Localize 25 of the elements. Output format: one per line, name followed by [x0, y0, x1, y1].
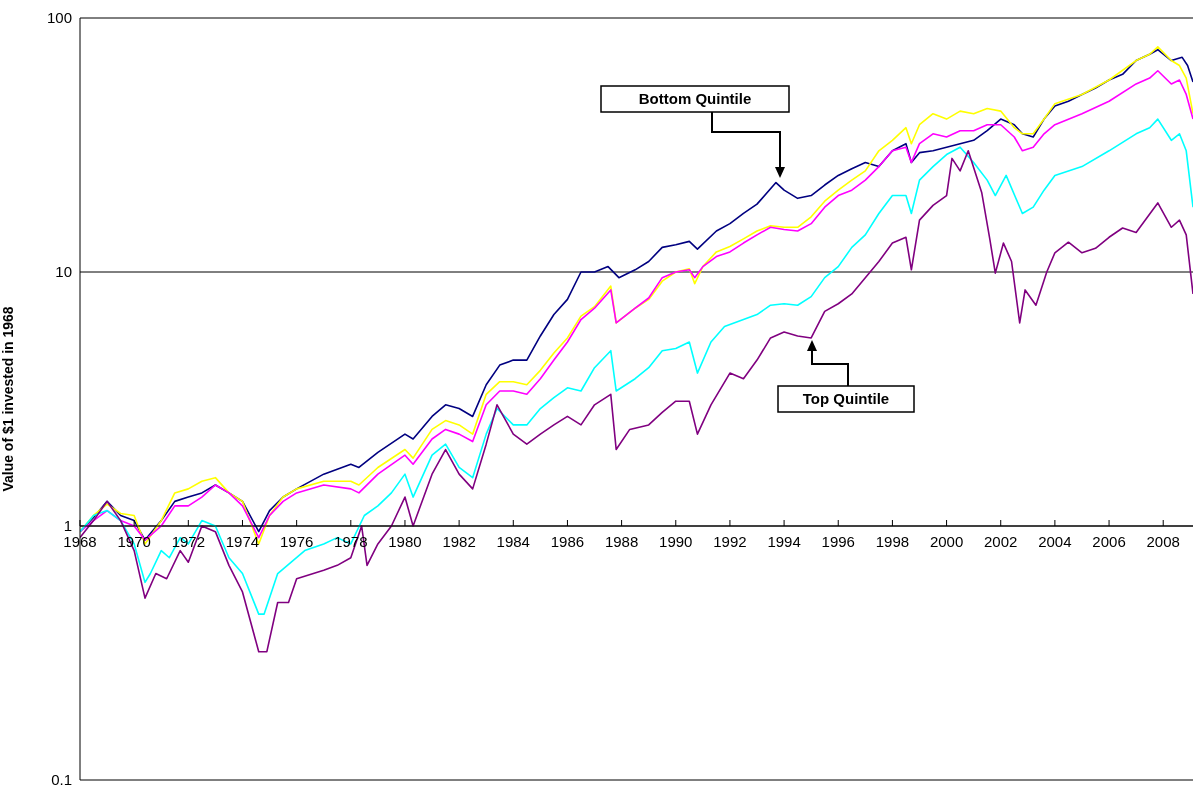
y-tick-label: 0.1: [51, 771, 72, 788]
x-tick-label: 2006: [1092, 533, 1126, 550]
y-tick-label: 100: [46, 9, 72, 27]
x-tick-label: 1996: [821, 533, 855, 550]
x-tick-label: 2008: [1146, 533, 1180, 550]
x-tick-label: 1992: [713, 533, 747, 550]
x-tick-label: 1974: [225, 533, 260, 550]
x-tick-label: 1994: [767, 533, 801, 550]
x-tick-label: 1990: [659, 533, 693, 550]
x-tick-label: 1998: [875, 533, 910, 550]
annotation: Top Quintile: [802, 390, 890, 407]
x-tick-label: 1976: [279, 533, 314, 550]
x-tick-label: 2004: [1038, 533, 1072, 550]
x-tick-label: 1988: [604, 533, 639, 550]
x-tick-label: 1968: [63, 533, 97, 550]
x-tick-label: 2000: [929, 533, 964, 550]
x-tick-label: 1982: [442, 533, 476, 550]
y-tick-label: 10: [55, 263, 72, 281]
x-tick-label: 1984: [496, 533, 530, 550]
x-tick-label: 1986: [550, 533, 585, 550]
annotation: Bottom Quintile: [638, 90, 752, 107]
y-tick-label: 1: [63, 517, 72, 535]
x-tick-label: 1980: [388, 533, 422, 550]
y-axis-title: Value of $1 invested in 1968: [0, 306, 16, 492]
x-tick-label: 2002: [984, 533, 1018, 550]
